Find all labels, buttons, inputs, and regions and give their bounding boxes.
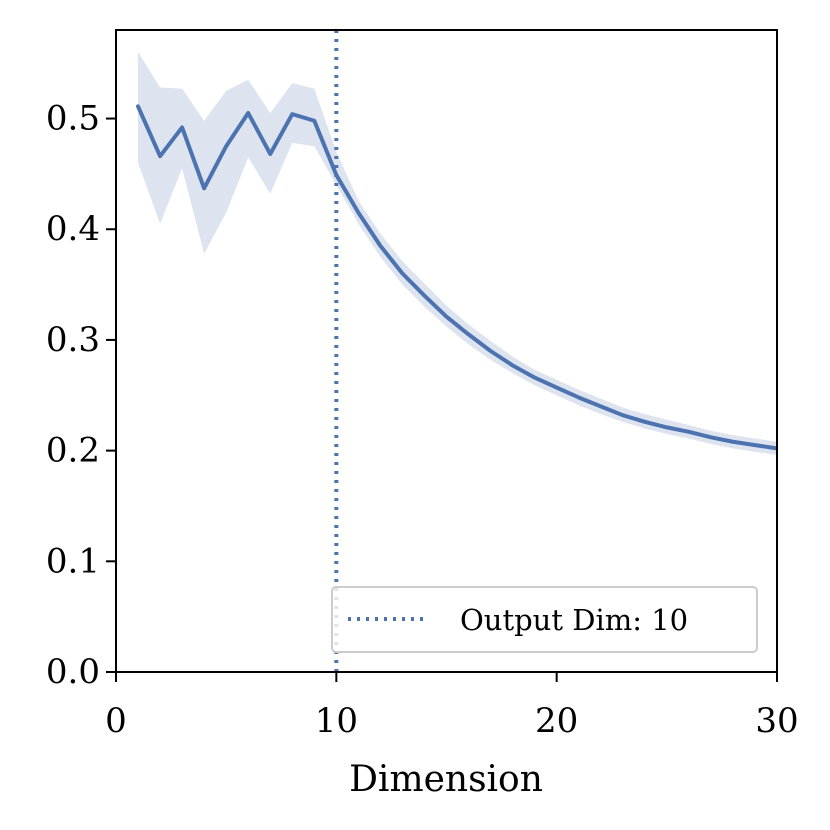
y-tick-label: 0.3 [46,320,100,360]
axes-frame [115,29,778,673]
x-ticks: 0 10 20 30 [105,672,799,741]
y-tick-label: 0.5 [46,99,100,139]
y-tick-label: 0.0 [46,652,100,692]
y-tick-label: 0.1 [46,541,100,581]
y-tick-label: 0.2 [46,431,100,471]
x-tick-label: 0 [105,701,127,741]
y-tick-label: 0.4 [46,209,100,249]
x-tick-label: 10 [315,701,358,741]
legend: Output Dim: 10 [331,586,758,653]
legend-label: Output Dim: 10 [460,603,688,637]
x-axis-label: Dimension [349,759,543,800]
y-ticks: 0.0 0.1 0.2 0.3 0.4 0.5 [46,99,116,692]
plot-area [136,30,777,672]
confidence-band [138,52,777,456]
legend-box [331,586,758,653]
series-line [136,104,777,451]
x-tick-label: 30 [755,701,798,741]
x-tick-label: 20 [535,701,578,741]
